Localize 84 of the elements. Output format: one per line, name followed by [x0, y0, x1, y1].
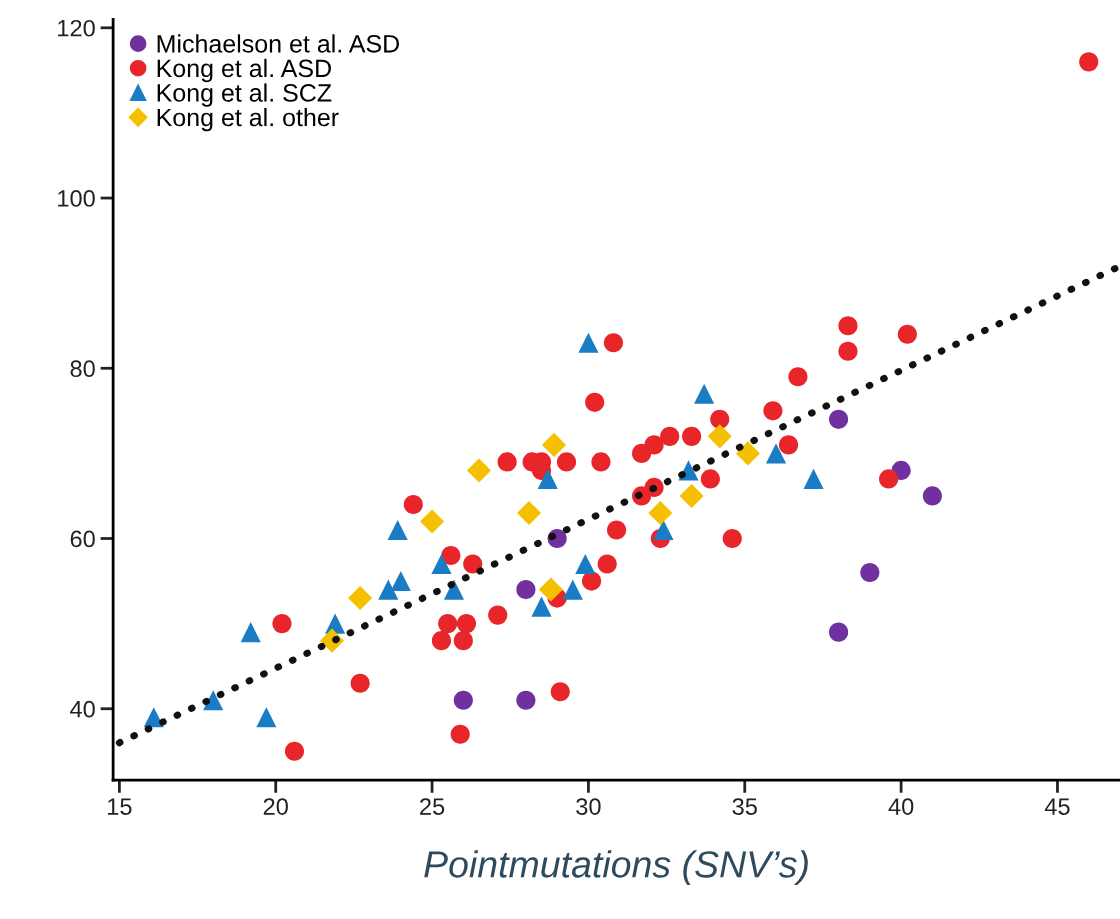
y-tick-label: 40 [70, 700, 95, 718]
point [603, 333, 624, 353]
point [378, 579, 399, 600]
x-tick-label: 25 [420, 798, 445, 815]
point [387, 519, 408, 541]
point [763, 401, 783, 421]
x-axis-title: Pointmutations (SNV’s) [424, 850, 808, 886]
legend-label: Michaelson et al. ASD [157, 34, 399, 53]
point [240, 622, 261, 643]
point [284, 741, 305, 761]
x-tick-label: 45 [1044, 798, 1070, 815]
point [350, 673, 370, 693]
point [1079, 52, 1099, 72]
x-tick-label: 15 [108, 798, 132, 815]
point [829, 409, 849, 429]
point [541, 432, 567, 457]
point [550, 682, 570, 702]
point [272, 614, 292, 634]
point [653, 519, 674, 541]
point [682, 426, 702, 446]
point [710, 409, 730, 429]
point [578, 332, 599, 353]
point [765, 443, 787, 464]
point [488, 605, 508, 625]
y-tick-label: 80 [70, 360, 95, 378]
y-tick-label: 60 [70, 530, 95, 548]
point [562, 579, 583, 600]
point [575, 553, 596, 575]
x-tick-label: 40 [888, 798, 914, 815]
legend-label: Kong et al. ASD [157, 58, 331, 83]
point [556, 452, 577, 472]
point [838, 341, 858, 361]
point [453, 631, 473, 651]
x-tick-label: 20 [263, 798, 288, 815]
x-tick-label: 30 [576, 798, 601, 815]
x-tick-label: 35 [732, 798, 757, 815]
point [531, 596, 552, 617]
point [466, 458, 491, 483]
point [722, 528, 742, 549]
point [420, 509, 445, 534]
point [778, 435, 799, 455]
point [431, 553, 452, 575]
point [860, 562, 880, 583]
point [403, 494, 423, 515]
point [516, 580, 536, 600]
point [838, 316, 858, 336]
point [431, 631, 452, 651]
point [597, 554, 617, 574]
y-tick-label: 120 [58, 19, 95, 37]
point [897, 324, 917, 344]
point [537, 468, 558, 489]
point [581, 571, 602, 591]
legend-label: Kong et al. other [157, 107, 339, 132]
point [694, 383, 715, 404]
point [516, 690, 536, 710]
point [538, 577, 563, 602]
point [497, 452, 517, 472]
point [922, 486, 942, 506]
point [463, 554, 483, 574]
point [879, 469, 899, 489]
point [735, 441, 760, 466]
point [256, 707, 277, 728]
point [644, 435, 664, 455]
y-tick-label: 100 [58, 190, 95, 207]
point [679, 483, 704, 508]
point [660, 426, 680, 446]
point [803, 468, 824, 489]
point [591, 452, 611, 472]
point [348, 586, 373, 611]
point [516, 500, 542, 525]
point [707, 424, 732, 449]
point [585, 392, 605, 412]
legend-label: Kong et al. SCZ [157, 83, 332, 107]
point [441, 545, 461, 566]
point [648, 500, 673, 525]
point [390, 571, 411, 592]
point [453, 690, 473, 710]
point [829, 622, 849, 642]
point [438, 614, 458, 634]
point [456, 614, 477, 634]
point [450, 724, 470, 744]
point [606, 520, 627, 540]
point [700, 469, 720, 489]
point [788, 367, 808, 387]
